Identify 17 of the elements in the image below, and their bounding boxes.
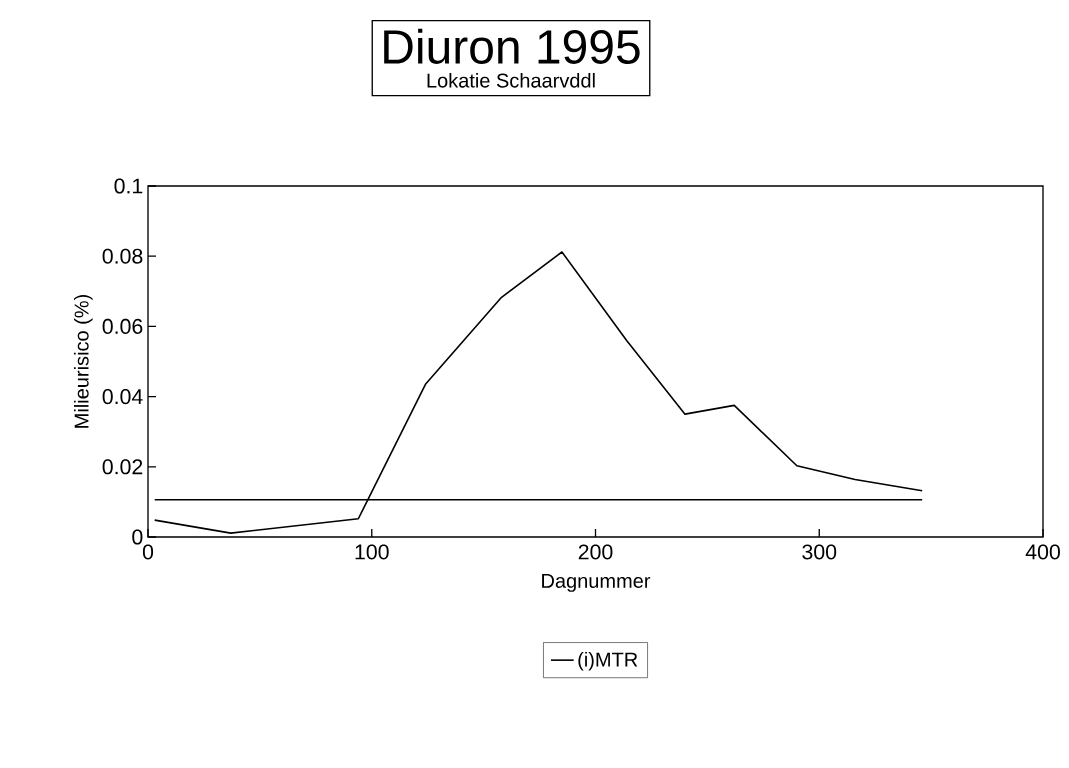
chart-title: Diuron 1995 — [384, 28, 640, 64]
x-tick-label: 400 — [1025, 544, 1060, 560]
x-axis-title: Dagnummer — [542, 573, 651, 592]
y-axis-title: Milieurisico (%) — [73, 295, 93, 428]
x-tick-label: 0 — [142, 544, 154, 560]
y-tick-label: 0.06 — [102, 318, 143, 334]
y-tick-label: 0.02 — [102, 459, 143, 475]
y-tick-label: 0 — [132, 529, 143, 545]
x-tick-label: 200 — [578, 544, 613, 560]
legend-label: (i)MTR — [578, 651, 638, 671]
x-tick-label: 100 — [355, 544, 389, 560]
x-tick-label: 300 — [802, 544, 837, 560]
y-tick-label: 0.04 — [102, 389, 143, 405]
chart-subtitle: Lokatie Schaarvddl — [427, 72, 595, 88]
y-tick-label: 0.1 — [114, 178, 143, 194]
y-tick-label: 0.08 — [102, 248, 143, 264]
line-series — [153, 251, 923, 534]
